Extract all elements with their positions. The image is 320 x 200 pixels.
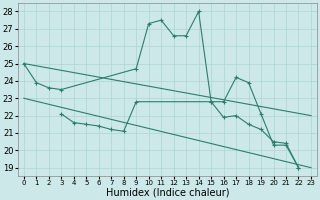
X-axis label: Humidex (Indice chaleur): Humidex (Indice chaleur) xyxy=(106,187,229,197)
